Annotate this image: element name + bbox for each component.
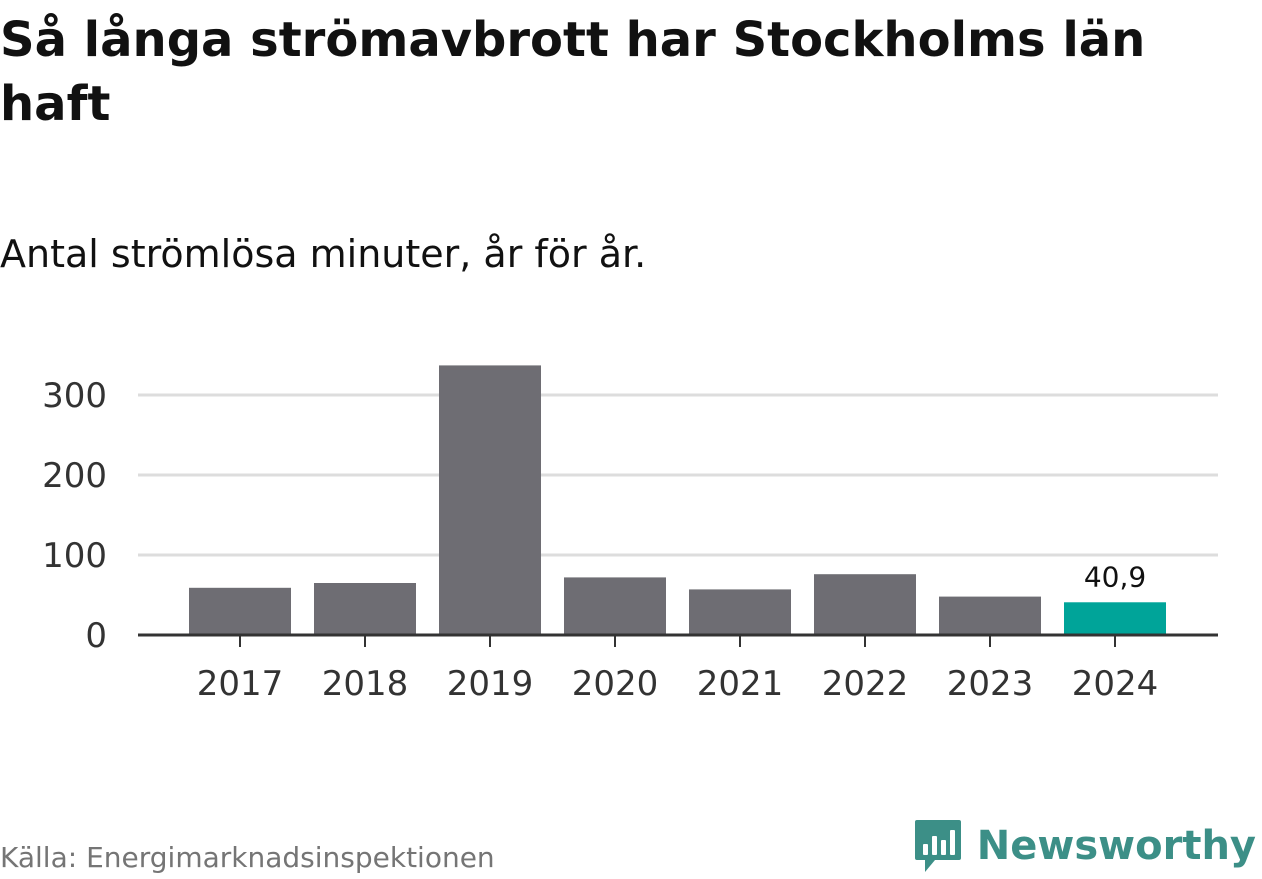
logo-bar-1	[922, 844, 928, 855]
bar-2018	[314, 583, 416, 635]
logo-bar-4	[949, 830, 955, 855]
bar-2024	[1064, 602, 1166, 635]
x-tick-label-2023: 2023	[947, 664, 1034, 704]
bar-2022	[814, 574, 916, 635]
bar-2020	[564, 577, 666, 635]
chart-title: Så långa strömavbrott har Stockholms län…	[0, 12, 1146, 132]
y-tick-label-200: 200	[42, 456, 107, 496]
x-tick-label-2022: 2022	[822, 664, 909, 704]
data-label-2024: 40,9	[1084, 560, 1146, 593]
source-note: Källa: Energimarknadsinspektionen	[0, 841, 495, 874]
bar-2017	[189, 587, 291, 635]
bar-2023	[939, 596, 1041, 635]
x-tick-label-2019: 2019	[447, 664, 534, 704]
logo-bubble-shape	[914, 820, 961, 872]
logo-bar-3	[940, 840, 946, 855]
x-axis-tick-labels: 2017 2018 2019 2020 2021 2022 2023 2024	[197, 664, 1159, 704]
y-tick-label-100: 100	[42, 536, 107, 576]
x-tick-label-2018: 2018	[322, 664, 409, 704]
brand-name: Newsworthy	[976, 823, 1256, 869]
gridlines	[138, 393, 1218, 557]
bar-chart-speech-bubble-icon	[914, 820, 961, 872]
x-tick-label-2024: 2024	[1072, 664, 1159, 704]
data-labels: 40,9	[1081, 557, 1149, 596]
y-tick-label-0: 0	[85, 616, 107, 656]
x-tick-label-2021: 2021	[697, 664, 784, 704]
bar-2021	[689, 589, 791, 635]
x-tick-label-2017: 2017	[197, 664, 284, 704]
bar-2019	[439, 365, 541, 635]
logo-bar-2	[931, 836, 937, 855]
y-tick-label-300: 300	[42, 376, 107, 416]
chart-subtitle: Antal strömlösa minuter, år för år.	[0, 232, 647, 276]
bars	[189, 365, 1166, 635]
brand-logo: Newsworthy	[913, 818, 1256, 874]
y-axis-tick-labels: 0 100 200 300	[42, 376, 107, 656]
x-axis	[138, 633, 1218, 647]
x-tick-label-2020: 2020	[572, 664, 659, 704]
